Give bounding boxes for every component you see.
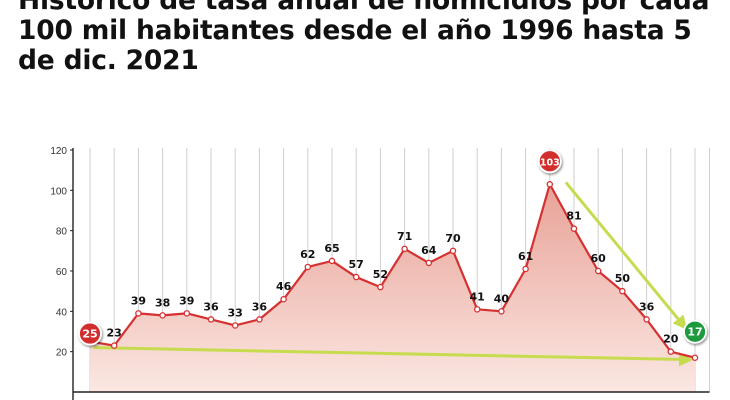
data-point	[594, 267, 602, 275]
data-label: 25	[82, 328, 97, 341]
highlight-badge: 103	[537, 149, 562, 174]
data-label: 39	[179, 294, 194, 307]
data-point	[498, 308, 505, 315]
data-point	[280, 295, 287, 303]
data-label: 36	[639, 300, 655, 313]
axes: 20 40 60 80 100 120	[50, 146, 710, 400]
data-labels: 25 23 39 38 39 36 33 36 46 62 65 57 52 71 64 70 41 40 61 10…	[78, 149, 707, 346]
y-tick-label: 100	[50, 186, 67, 197]
data-label: 46	[276, 280, 292, 293]
data-label: 61	[518, 250, 533, 263]
data-point	[667, 348, 675, 355]
series-line	[89, 183, 696, 359]
y-tick-label: 120	[50, 146, 67, 157]
data-point	[449, 247, 457, 255]
data-point	[256, 316, 263, 323]
area-fill-shape	[90, 184, 695, 392]
data-label: 36	[203, 300, 219, 313]
trend-arrowhead	[672, 314, 687, 330]
data-label: 41	[470, 290, 485, 303]
data-point	[570, 225, 578, 232]
data-point	[304, 263, 312, 271]
data-point	[135, 310, 142, 317]
trend-arrow-line	[564, 181, 680, 320]
data-label: 23	[107, 327, 122, 340]
data-point	[231, 322, 239, 329]
data-point	[522, 265, 529, 273]
data-label: 65	[324, 242, 339, 255]
data-point	[473, 306, 481, 313]
trend-arrowhead	[678, 352, 693, 367]
y-tick-label: 40	[56, 307, 68, 318]
data-point	[401, 245, 408, 253]
data-point	[183, 310, 191, 317]
data-label: 36	[252, 300, 268, 313]
data-point	[546, 181, 554, 188]
highlight-badge: 17	[683, 319, 707, 344]
data-point	[352, 273, 360, 281]
data-label: 39	[131, 294, 146, 307]
data-label: 17	[687, 326, 702, 339]
y-tick-label: 60	[56, 267, 68, 278]
series-polyline	[89, 183, 696, 359]
data-label: 60	[591, 252, 607, 265]
data-label: 20	[663, 333, 679, 346]
data-point	[328, 257, 336, 265]
data-label: 103	[540, 157, 560, 168]
data-point	[425, 259, 433, 267]
highlight-badge: 25	[78, 321, 102, 346]
data-label: 71	[397, 230, 412, 243]
data-label: 64	[421, 244, 437, 257]
data-label: 40	[494, 292, 510, 305]
trend-arrow-line	[93, 346, 680, 361]
data-point	[207, 316, 215, 323]
trend-arrows	[93, 181, 693, 367]
data-point	[643, 316, 650, 323]
data-label: 50	[615, 272, 631, 285]
data-label: 52	[373, 268, 388, 281]
chart-title: Histórico de tasa anual de homicidios po…	[18, 0, 710, 76]
area-fill	[90, 184, 695, 392]
data-label: 33	[228, 306, 243, 319]
badge-circle	[78, 321, 102, 346]
data-point	[691, 354, 699, 361]
data-label: 38	[155, 296, 170, 309]
y-tick-label: 20	[56, 348, 68, 359]
data-label: 57	[349, 258, 364, 271]
data-point	[110, 342, 118, 349]
data-label: 70	[445, 232, 461, 245]
data-point	[619, 287, 626, 295]
data-label: 81	[566, 210, 581, 223]
badge-circle	[537, 149, 562, 174]
y-tick-label: 80	[56, 227, 68, 238]
data-point	[159, 312, 166, 319]
data-point	[377, 283, 384, 291]
badge-circle	[683, 319, 707, 344]
data-label: 62	[300, 248, 315, 261]
